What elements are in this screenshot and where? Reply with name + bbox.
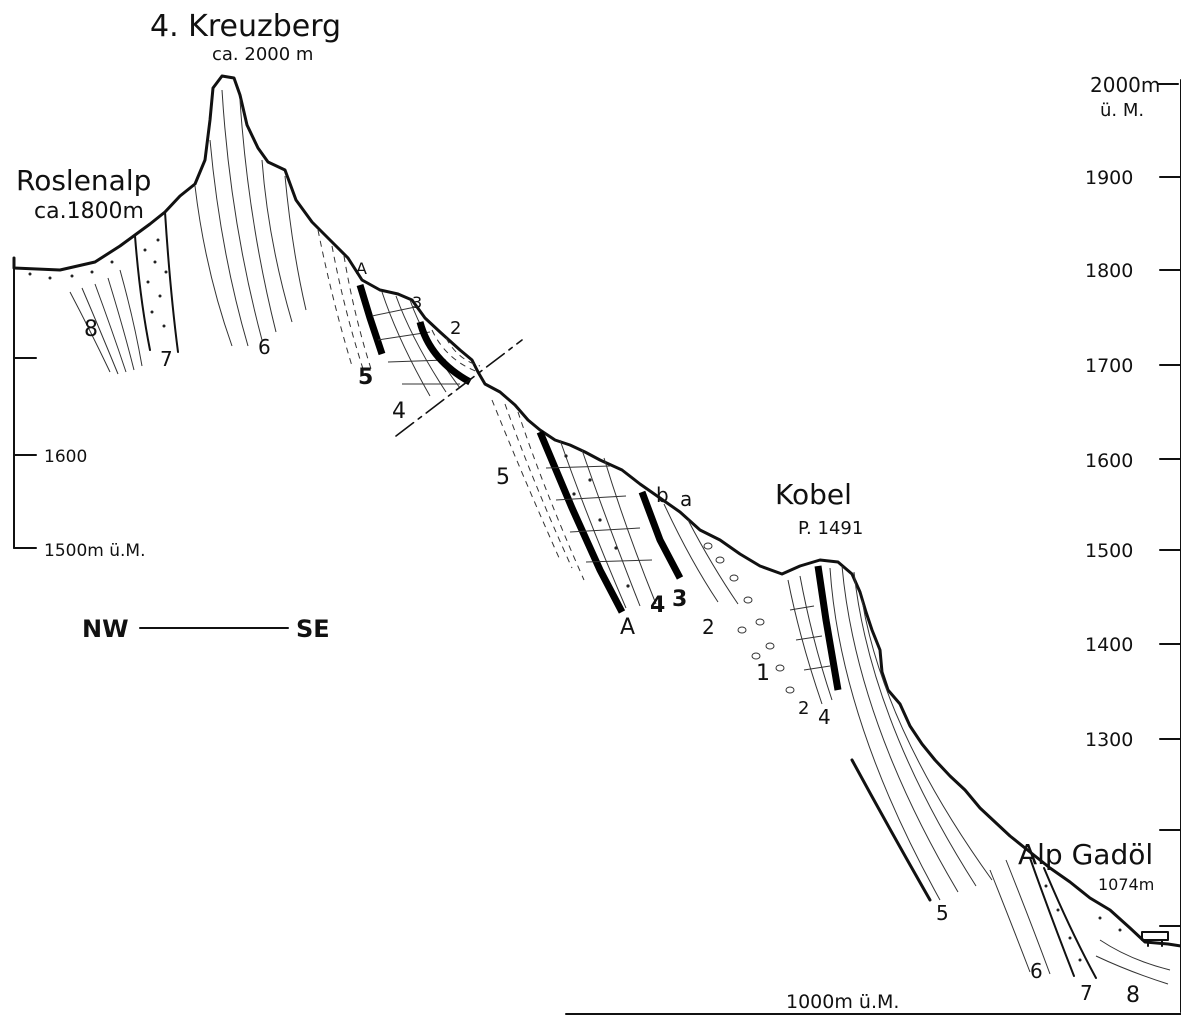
left-scale-label-1600: 1600 xyxy=(44,447,87,467)
left-scale-label-1500: 1500m ü.M. xyxy=(44,541,145,561)
bed-3-left xyxy=(416,321,472,386)
bed-a-middle xyxy=(536,430,626,614)
right-scale-label-1300: 1300 xyxy=(1085,729,1133,751)
fault-line xyxy=(395,339,523,437)
label-unit-4-middle: 4 xyxy=(650,593,665,618)
kobel-unit-4 xyxy=(787,575,833,705)
unit-7-boundary-left xyxy=(134,235,151,351)
label-unit-5-middle: 5 xyxy=(496,465,510,490)
label-unit-1: 1 xyxy=(756,661,770,686)
label-unit-7-left: 7 xyxy=(160,347,173,371)
unit-7-boundary-right-2 xyxy=(1043,867,1097,979)
kobel-name: Kobel xyxy=(775,478,852,511)
right-scale-label-1700: 1700 xyxy=(1085,355,1133,377)
right-scale-label-1600: 1600 xyxy=(1085,450,1133,472)
unit-5-strata-middle xyxy=(491,399,585,581)
kobel-altitude: P. 1491 xyxy=(798,518,863,539)
label-unit-3-left: 3 xyxy=(412,293,422,312)
unit-7-dots-right xyxy=(1044,884,1122,962)
right-scale-label-1800: 1800 xyxy=(1085,260,1133,282)
orientation-nw: NW xyxy=(82,615,129,643)
orientation-se: SE xyxy=(296,615,330,643)
unit-6-strata-right xyxy=(989,859,1051,975)
unit-4-dots-middle xyxy=(564,454,630,588)
label-unit-8-right: 8 xyxy=(1126,983,1140,1008)
unit-8-strata-left xyxy=(69,269,143,375)
unit-7-dots-left xyxy=(28,238,168,328)
roslenalp-altitude: ca.1800m xyxy=(34,199,144,224)
bed-right-5 xyxy=(850,758,932,902)
bed-3-middle xyxy=(638,490,684,580)
right-scale-top-label: 2000m xyxy=(1090,73,1160,97)
label-unit-4-kobel: 4 xyxy=(818,705,831,729)
label-unit-b: b xyxy=(656,483,669,507)
label-unit-8-left: 8 xyxy=(84,317,98,342)
label-unit-5-left: 5 xyxy=(358,365,373,390)
label-unit-a-left: A xyxy=(356,259,367,278)
terrain-profile xyxy=(12,74,1181,948)
label-unit-a-middle: A xyxy=(620,615,635,640)
label-unit-2-kobel: 2 xyxy=(798,698,809,719)
unit-4-strata-left xyxy=(371,291,461,397)
right-scale-label-1900: 1900 xyxy=(1085,167,1133,189)
baseline-label: 1000m ü.M. xyxy=(786,991,899,1013)
right-scale-label-1500: 1500 xyxy=(1085,540,1133,562)
gadoel-name: Alp Gadöl xyxy=(1018,838,1153,871)
unit-1-conglomerate xyxy=(703,542,795,694)
unit-5-strata-left xyxy=(317,229,373,373)
bed-kobel xyxy=(814,565,842,691)
unit-7-boundary-right xyxy=(164,211,179,353)
kreuzberg-altitude: ca. 2000 m xyxy=(212,44,313,65)
label-unit-2-middle: 2 xyxy=(702,615,715,639)
label-unit-6-left: 6 xyxy=(258,335,271,359)
unit-7-boundary-right xyxy=(1029,857,1075,977)
right-scale-label-1400: 1400 xyxy=(1085,634,1133,656)
label-unit-4-left: 4 xyxy=(392,399,406,424)
unit-2-strata-left xyxy=(431,329,481,373)
right-scale-top-sub: ü. M. xyxy=(1100,100,1144,121)
unit-2-strata-middle xyxy=(663,503,739,605)
label-unit-3-middle: 3 xyxy=(672,587,687,612)
unit-6-strata-left xyxy=(194,89,307,347)
bed-a-left xyxy=(356,283,386,356)
unit-8-strata-right xyxy=(1095,939,1171,985)
unit-4-strata-middle xyxy=(545,439,657,609)
label-unit-a-middle-small: a xyxy=(680,487,692,511)
kreuzberg-name: 4. Kreuzberg xyxy=(150,9,341,44)
label-unit-6-right: 6 xyxy=(1030,959,1043,983)
hut-icon xyxy=(1141,931,1169,947)
gadoel-altitude: 1074m xyxy=(1098,875,1154,894)
unit-5-strata-right xyxy=(829,565,993,901)
label-unit-5-right: 5 xyxy=(936,901,949,925)
label-unit-2-left: 2 xyxy=(450,318,461,339)
label-unit-7-right: 7 xyxy=(1080,981,1093,1005)
roslenalp-name: Roslenalp xyxy=(16,164,151,197)
